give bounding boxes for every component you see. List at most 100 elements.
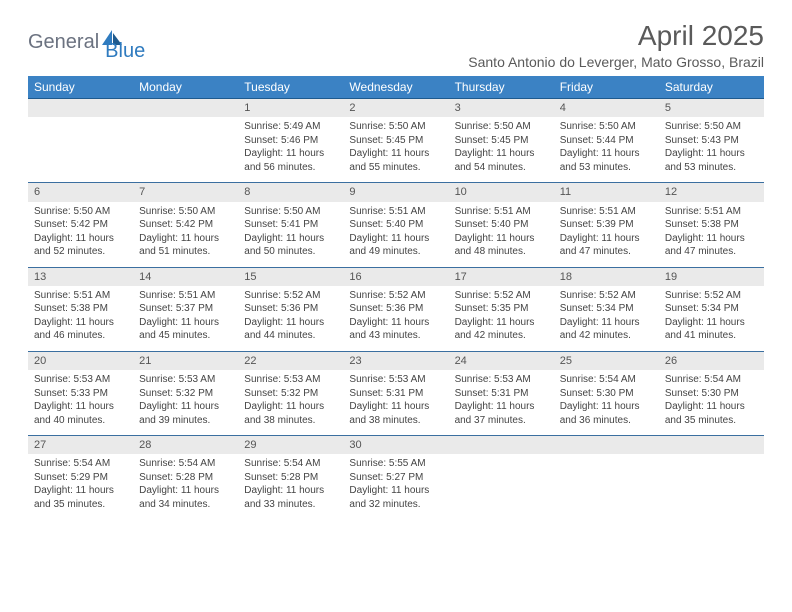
daylight-text: Daylight: 11 hours and 55 minutes. [349, 147, 442, 174]
day-cell: Sunrise: 5:53 AMSunset: 5:31 PMDaylight:… [449, 370, 554, 436]
day-number: 11 [554, 183, 659, 202]
sunset-text: Sunset: 5:38 PM [34, 302, 127, 316]
day-number: 19 [659, 267, 764, 286]
sunset-text: Sunset: 5:43 PM [665, 134, 758, 148]
day-number: 2 [343, 99, 448, 118]
sunset-text: Sunset: 5:34 PM [665, 302, 758, 316]
day-cell: Sunrise: 5:54 AMSunset: 5:28 PMDaylight:… [133, 454, 238, 519]
day-cell: Sunrise: 5:52 AMSunset: 5:34 PMDaylight:… [659, 286, 764, 352]
day-cell: Sunrise: 5:49 AMSunset: 5:46 PMDaylight:… [238, 117, 343, 183]
day-cell: Sunrise: 5:51 AMSunset: 5:40 PMDaylight:… [343, 202, 448, 268]
day-number: 6 [28, 183, 133, 202]
sunrise-text: Sunrise: 5:50 AM [349, 120, 442, 134]
day-cell: Sunrise: 5:50 AMSunset: 5:42 PMDaylight:… [28, 202, 133, 268]
daylight-text: Daylight: 11 hours and 34 minutes. [139, 484, 232, 511]
daylight-text: Daylight: 11 hours and 40 minutes. [34, 400, 127, 427]
daylight-text: Daylight: 11 hours and 52 minutes. [34, 232, 127, 259]
sunrise-text: Sunrise: 5:51 AM [139, 289, 232, 303]
day-header: Sunday [28, 76, 133, 99]
sunrise-text: Sunrise: 5:53 AM [244, 373, 337, 387]
sunrise-text: Sunrise: 5:50 AM [560, 120, 653, 134]
daynum-row: 12345 [28, 99, 764, 118]
content-row: Sunrise: 5:54 AMSunset: 5:29 PMDaylight:… [28, 454, 764, 519]
day-number: 16 [343, 267, 448, 286]
daylight-text: Daylight: 11 hours and 41 minutes. [665, 316, 758, 343]
sunset-text: Sunset: 5:33 PM [34, 387, 127, 401]
sunrise-text: Sunrise: 5:54 AM [665, 373, 758, 387]
day-number: 26 [659, 351, 764, 370]
day-number: 1 [238, 99, 343, 118]
daylight-text: Daylight: 11 hours and 45 minutes. [139, 316, 232, 343]
sunset-text: Sunset: 5:32 PM [139, 387, 232, 401]
day-number: 9 [343, 183, 448, 202]
sunrise-text: Sunrise: 5:52 AM [349, 289, 442, 303]
daylight-text: Daylight: 11 hours and 37 minutes. [455, 400, 548, 427]
day-cell: Sunrise: 5:54 AMSunset: 5:30 PMDaylight:… [554, 370, 659, 436]
content-row: Sunrise: 5:53 AMSunset: 5:33 PMDaylight:… [28, 370, 764, 436]
day-number: 23 [343, 351, 448, 370]
day-cell: Sunrise: 5:51 AMSunset: 5:38 PMDaylight:… [659, 202, 764, 268]
day-cell: Sunrise: 5:50 AMSunset: 5:44 PMDaylight:… [554, 117, 659, 183]
sunrise-text: Sunrise: 5:52 AM [560, 289, 653, 303]
sunrise-text: Sunrise: 5:51 AM [560, 205, 653, 219]
sunrise-text: Sunrise: 5:53 AM [349, 373, 442, 387]
day-cell: Sunrise: 5:50 AMSunset: 5:42 PMDaylight:… [133, 202, 238, 268]
sunset-text: Sunset: 5:31 PM [349, 387, 442, 401]
sunset-text: Sunset: 5:40 PM [349, 218, 442, 232]
day-number: 8 [238, 183, 343, 202]
day-cell: Sunrise: 5:54 AMSunset: 5:30 PMDaylight:… [659, 370, 764, 436]
sunrise-text: Sunrise: 5:55 AM [349, 457, 442, 471]
logo-text-blue: Blue [105, 40, 145, 63]
day-number [659, 436, 764, 455]
sunset-text: Sunset: 5:42 PM [34, 218, 127, 232]
sunrise-text: Sunrise: 5:54 AM [244, 457, 337, 471]
daylight-text: Daylight: 11 hours and 42 minutes. [560, 316, 653, 343]
sunrise-text: Sunrise: 5:51 AM [34, 289, 127, 303]
day-cell: Sunrise: 5:55 AMSunset: 5:27 PMDaylight:… [343, 454, 448, 519]
day-cell: Sunrise: 5:53 AMSunset: 5:33 PMDaylight:… [28, 370, 133, 436]
sunset-text: Sunset: 5:32 PM [244, 387, 337, 401]
sunrise-text: Sunrise: 5:54 AM [560, 373, 653, 387]
day-header: Monday [133, 76, 238, 99]
sunrise-text: Sunrise: 5:52 AM [665, 289, 758, 303]
day-cell: Sunrise: 5:50 AMSunset: 5:45 PMDaylight:… [449, 117, 554, 183]
day-number: 10 [449, 183, 554, 202]
sunset-text: Sunset: 5:46 PM [244, 134, 337, 148]
day-number: 30 [343, 436, 448, 455]
sunset-text: Sunset: 5:28 PM [139, 471, 232, 485]
daylight-text: Daylight: 11 hours and 35 minutes. [665, 400, 758, 427]
sunset-text: Sunset: 5:42 PM [139, 218, 232, 232]
day-cell: Sunrise: 5:52 AMSunset: 5:34 PMDaylight:… [554, 286, 659, 352]
sunset-text: Sunset: 5:40 PM [455, 218, 548, 232]
daylight-text: Daylight: 11 hours and 42 minutes. [455, 316, 548, 343]
day-number: 20 [28, 351, 133, 370]
sunrise-text: Sunrise: 5:51 AM [665, 205, 758, 219]
sunset-text: Sunset: 5:31 PM [455, 387, 548, 401]
daylight-text: Daylight: 11 hours and 53 minutes. [665, 147, 758, 174]
day-cell [28, 117, 133, 183]
day-cell: Sunrise: 5:52 AMSunset: 5:36 PMDaylight:… [238, 286, 343, 352]
day-number: 4 [554, 99, 659, 118]
day-number: 13 [28, 267, 133, 286]
day-cell: Sunrise: 5:52 AMSunset: 5:36 PMDaylight:… [343, 286, 448, 352]
daynum-row: 13141516171819 [28, 267, 764, 286]
day-header: Friday [554, 76, 659, 99]
day-number [133, 99, 238, 118]
day-cell: Sunrise: 5:51 AMSunset: 5:38 PMDaylight:… [28, 286, 133, 352]
sunset-text: Sunset: 5:29 PM [34, 471, 127, 485]
sunrise-text: Sunrise: 5:54 AM [34, 457, 127, 471]
sunrise-text: Sunrise: 5:50 AM [665, 120, 758, 134]
daylight-text: Daylight: 11 hours and 51 minutes. [139, 232, 232, 259]
sunrise-text: Sunrise: 5:50 AM [455, 120, 548, 134]
day-header: Thursday [449, 76, 554, 99]
day-header: Wednesday [343, 76, 448, 99]
day-header-row: SundayMondayTuesdayWednesdayThursdayFrid… [28, 76, 764, 99]
daylight-text: Daylight: 11 hours and 43 minutes. [349, 316, 442, 343]
day-number: 24 [449, 351, 554, 370]
sunset-text: Sunset: 5:44 PM [560, 134, 653, 148]
day-number: 22 [238, 351, 343, 370]
month-title: April 2025 [468, 20, 764, 52]
day-cell: Sunrise: 5:51 AMSunset: 5:37 PMDaylight:… [133, 286, 238, 352]
sunrise-text: Sunrise: 5:53 AM [455, 373, 548, 387]
daylight-text: Daylight: 11 hours and 39 minutes. [139, 400, 232, 427]
